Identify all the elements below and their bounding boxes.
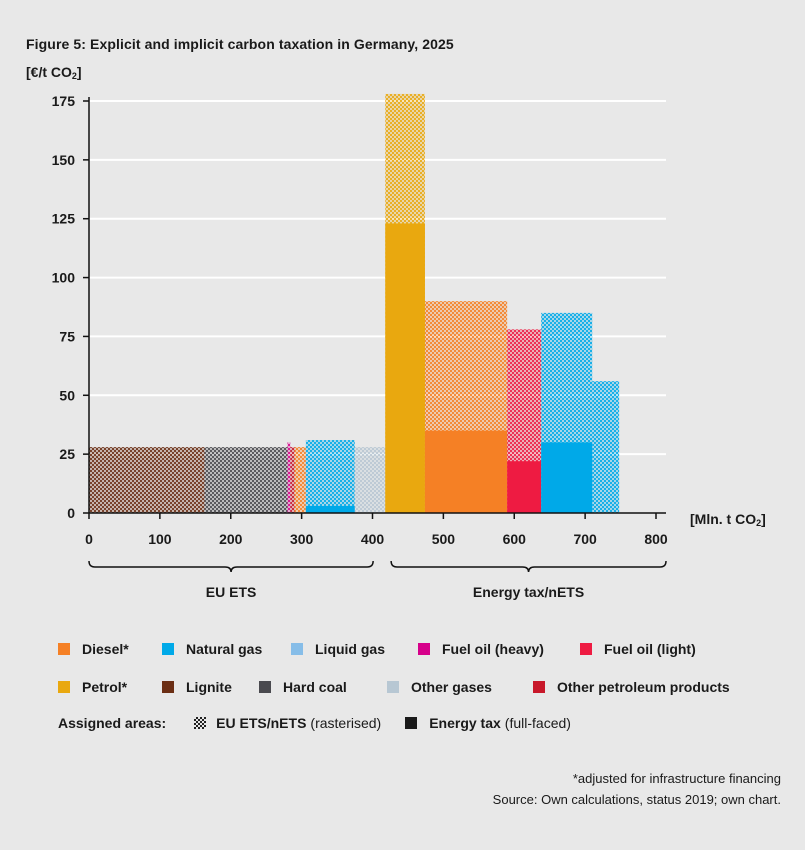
tax-note: (full-faced) <box>504 715 571 731</box>
legend-swatch-icon <box>533 681 545 693</box>
x-tick-label: 200 <box>219 531 243 547</box>
group-label: Energy tax/nETS <box>473 584 584 600</box>
bar-tax <box>305 505 355 513</box>
legend-label: Diesel* <box>82 641 129 657</box>
legend-swatch-icon <box>162 643 174 655</box>
legend-item: Other petroleum products <box>533 679 730 695</box>
x-tick-label: 0 <box>85 531 93 547</box>
group-bracket <box>88 560 374 573</box>
legend-label: Other gases <box>411 679 492 695</box>
group-bracket <box>390 560 667 573</box>
legend-swatch-icon <box>418 643 430 655</box>
bar-tax <box>385 223 425 513</box>
legend-label: Hard coal <box>283 679 347 695</box>
bar-ets <box>287 442 291 513</box>
chart-canvas: 0 25 50 75 100 125 150 175 0 100 200 300 400 500 600 70… <box>52 93 668 600</box>
footnote-adjusted: *adjusted for infrastructure financing <box>572 771 781 786</box>
bar-ets <box>592 381 620 513</box>
bar-ets <box>305 440 355 513</box>
bar-ets <box>204 447 288 513</box>
y-tick-label: 0 <box>67 505 75 521</box>
chart-title: Figure 5: Explicit and implicit carbon t… <box>26 36 454 52</box>
bar-tax <box>424 430 508 513</box>
x-tick-label: 800 <box>644 531 668 547</box>
x-tick-label: 700 <box>573 531 597 547</box>
tax-label: Energy tax <box>429 715 501 731</box>
x-tick-label: 400 <box>361 531 385 547</box>
legend-swatch-icon <box>580 643 592 655</box>
legend-item: Lignite <box>162 679 232 695</box>
legend-item: Petrol* <box>58 679 127 695</box>
legend-label: Liquid gas <box>315 641 385 657</box>
x-tick-label: 500 <box>432 531 456 547</box>
legend-item: Natural gas <box>162 641 262 657</box>
ets-note: (rasterised) <box>310 715 382 731</box>
footnote-source: Source: Own calculations, status 2019; o… <box>492 792 781 807</box>
legend-swatch-icon <box>259 681 271 693</box>
bar-ets <box>294 447 306 513</box>
pattern-swatch-icon <box>194 717 207 729</box>
bar-ets <box>89 447 205 513</box>
legend-label: Lignite <box>186 679 232 695</box>
legend-label: Natural gas <box>186 641 263 657</box>
legend-swatch-icon <box>58 681 70 693</box>
y-tick-label: 50 <box>59 387 75 403</box>
legend-label: Other petroleum products <box>557 679 730 695</box>
y-tick-label: 150 <box>52 152 76 168</box>
legend-item: Liquid gas <box>291 641 385 657</box>
y-axis-unit: [€/t CO2] <box>26 64 82 81</box>
y-tick-label: 100 <box>52 270 76 286</box>
bar-tax <box>507 461 542 513</box>
legend-label: Fuel oil (light) <box>604 641 696 657</box>
legend-swatch-icon <box>387 681 399 693</box>
group-label: EU ETS <box>206 584 257 600</box>
bar-ets <box>290 447 295 513</box>
x-tick-label: 300 <box>290 531 314 547</box>
y-tick-label: 175 <box>52 93 76 109</box>
bar-ets <box>354 447 386 513</box>
legend-item: Fuel oil (heavy) <box>418 641 544 657</box>
bar-tax <box>541 442 593 513</box>
legend-swatch-icon <box>291 643 303 655</box>
legend-label: Fuel oil (heavy) <box>442 641 544 657</box>
assigned-areas: Assigned areas: EU ETS/nETS (rasterised)… <box>58 715 571 731</box>
x-axis-unit: [Mln. t CO2] <box>690 511 766 528</box>
legend-swatch-icon <box>58 643 70 655</box>
solid-swatch-icon <box>405 717 418 729</box>
y-tick-label: 25 <box>59 446 75 462</box>
x-tick-label: 100 <box>148 531 172 547</box>
assigned-areas-label: Assigned areas: <box>58 715 167 731</box>
legend-label: Petrol* <box>82 679 128 695</box>
legend-item: Hard coal <box>259 679 347 695</box>
legend-swatch-icon <box>162 681 174 693</box>
legend-item: Fuel oil (light) <box>580 641 696 657</box>
ets-label: EU ETS/nETS <box>216 715 307 731</box>
legend-item: Diesel* <box>58 641 129 657</box>
x-tick-label: 600 <box>503 531 527 547</box>
y-tick-label: 125 <box>52 211 76 227</box>
legend-item: Other gases <box>387 679 492 695</box>
y-tick-label: 75 <box>59 328 75 344</box>
